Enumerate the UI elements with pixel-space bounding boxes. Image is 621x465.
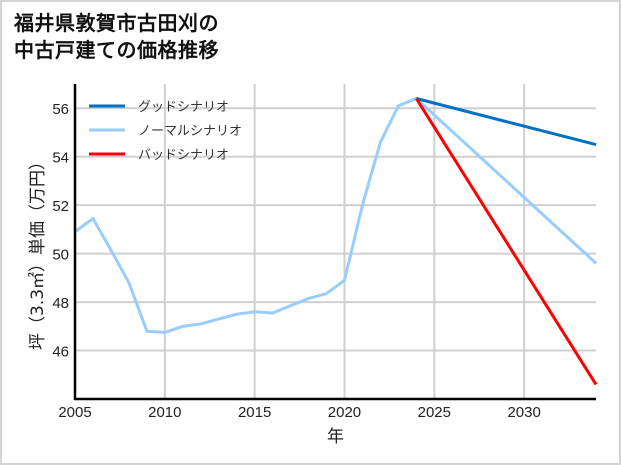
y-axis-label: 坪（3.3㎡）単価（万円） [28,153,48,350]
x-tick-label: 2030 [507,404,540,421]
chart-title-line2: 中古戸建ての価格推移 [14,38,219,62]
series-line [415,97,597,147]
chart-title: 福井県敦賀市古田刈の 中古戸建ての価格推移 [14,10,219,64]
x-tick-label: 2010 [148,404,181,421]
x-tick-label: 2005 [58,404,91,421]
y-tick-label: 56 [52,101,69,118]
x-tick-label: 2020 [328,404,361,421]
legend-label: グッドシナリオ [138,100,229,115]
series-lines [74,97,598,386]
y-tick-label: 52 [52,198,69,215]
series-line [74,97,598,334]
legend-label: バッドシナリオ [138,148,229,163]
y-tick-label: 46 [52,344,69,361]
x-tick-label: 2015 [238,404,271,421]
axes [73,84,596,401]
y-tick-label: 54 [52,150,69,167]
tick-labels: 2005 2010 2015 2020 2025 2030 46 48 50 52 54 56 [52,101,541,421]
x-axis-label: 年 [327,427,344,447]
y-tick-label: 50 [52,247,69,264]
legend-label: ノーマルシナリオ [138,124,242,139]
series-line [415,97,598,386]
x-tick-label: 2025 [418,404,451,421]
chart-title-line1: 福井県敦賀市古田刈の [14,11,219,35]
y-tick-label: 48 [52,295,69,312]
